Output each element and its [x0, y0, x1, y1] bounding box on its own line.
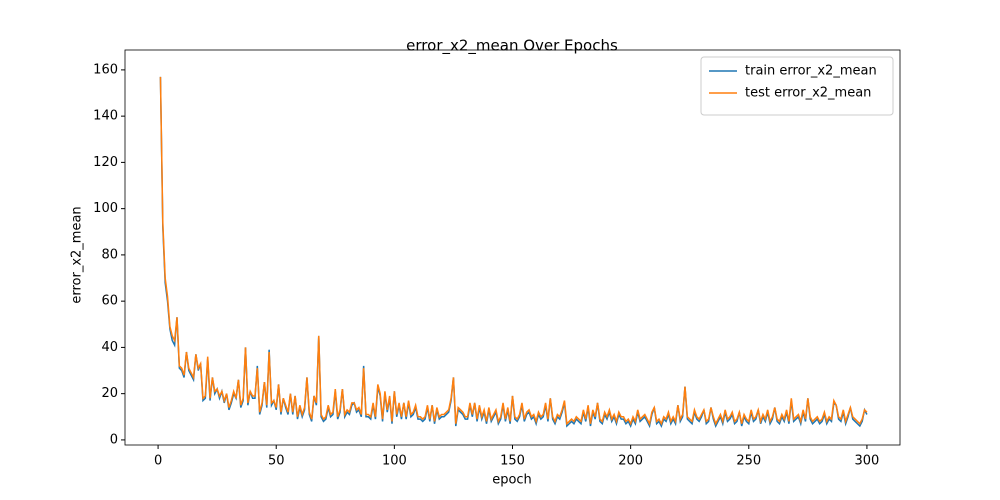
x-tick-label: 0 [154, 454, 162, 469]
legend-box [700, 56, 894, 116]
y-tick-label: 60 [101, 294, 118, 309]
legend-label: train error_x2_mean [745, 64, 877, 79]
series-line [159, 76, 868, 429]
x-tick-label: 250 [736, 454, 761, 469]
y-tick-label: 120 [93, 155, 118, 170]
x-tick-label: 100 [382, 454, 407, 469]
y-tick-label: 0 [110, 432, 118, 447]
y-tick-label: 140 [93, 109, 118, 124]
x-tick-label: 50 [268, 454, 285, 469]
x-tick-label: 200 [618, 454, 643, 469]
x-tick-label: 150 [500, 454, 525, 469]
x-tick-label: 300 [855, 454, 880, 469]
plot-frame [124, 49, 901, 446]
y-tick-label: 20 [101, 386, 118, 401]
y-tick-label: 80 [101, 247, 118, 262]
y-tick-label: 160 [93, 62, 118, 77]
y-tick-label: 100 [93, 201, 118, 216]
legend-label: test error_x2_mean [745, 86, 871, 101]
y-tick-label: 40 [101, 340, 118, 355]
series-line [159, 76, 868, 426]
y-axis-label: error_x2_mean [70, 206, 85, 303]
chart-title: error_x2_mean Over Epochs [406, 37, 618, 56]
x-axis-label: epoch [492, 473, 532, 488]
